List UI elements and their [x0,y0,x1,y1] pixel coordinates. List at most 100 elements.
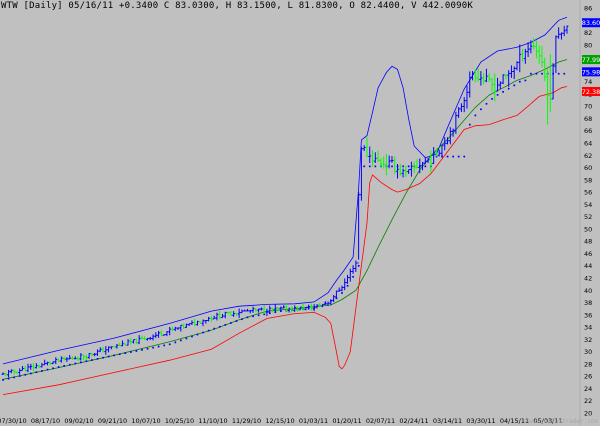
stop-dot [52,367,54,370]
ohlc-bar [257,308,261,313]
ohlc-bar [7,369,10,378]
ohlc-bar [196,320,199,326]
ohlc-bar [112,346,116,348]
ohlc-bar [440,144,444,158]
stop-dot [407,165,410,168]
stop-dot [118,353,121,356]
x-tick-label: 02/07/11 [366,417,395,425]
ohlc-bar [232,311,236,317]
ohlc-bar [482,73,486,85]
y-tick-label: 34 [584,324,592,332]
ohlc-bar [407,169,411,174]
ohlc-bar [198,321,202,324]
stop-dot [535,72,538,75]
ohlc-bar [173,326,177,332]
stop-dot [424,165,427,168]
stop-dot [480,108,482,111]
stop-dot [135,350,138,352]
stop-dot [524,79,527,82]
x-tick-label: 10/07/10 [131,417,160,425]
ohlc-bar [348,268,352,282]
stop-dot [263,313,266,316]
ohlc-bar [535,40,538,59]
ohlc-bar [526,42,530,58]
upper-band-line [2,16,568,365]
stop-dot [357,264,360,267]
ohlc-bar [437,149,441,157]
ohlc-bar [332,294,336,303]
ohlc-bar [454,111,458,134]
stop-dot [446,155,449,158]
ohlc-bar [96,349,99,356]
stop-dot [363,165,366,168]
moving-average-line [2,59,568,380]
stop-dot [352,275,354,278]
stop-dot [341,292,343,294]
ohlc-bar [435,148,438,157]
ohlc-bar [321,303,324,308]
x-tick-label: 04/15/11 [500,417,529,425]
ohlc-bar [346,274,349,284]
stop-dot [468,123,471,126]
stop-dot [196,333,199,336]
ohlc-bar [290,306,294,313]
ohlc-bar [287,307,291,313]
ohlc-bar [246,308,249,312]
ohlc-bar [423,156,427,165]
y-tick-label: 54 [584,201,592,209]
y-tick-label: 44 [584,262,592,270]
stop-dot [130,351,132,353]
y-tick-label: 26 [584,373,592,381]
y-tick-label: 30 [584,348,592,356]
price-tag-box [582,86,600,96]
y-tick-label: 70 [584,103,592,111]
price-tag-label: 77.99 [582,56,600,64]
ohlc-layer [1,25,569,378]
stop-dot [402,165,404,168]
ohlc-bar [493,73,497,102]
x-tick-label: 11/29/10 [232,417,261,425]
stop-dot [7,377,10,380]
stop-dot [518,80,521,83]
ohlc-bar [46,361,49,366]
ohlc-bar [134,338,138,344]
y-tick-label: 80 [584,41,592,49]
ohlc-bar [126,339,130,346]
stop-dot [180,339,182,342]
price-tag-label: 75.98 [582,68,600,76]
x-tick-label: 11/10/10 [198,417,227,425]
ohlc-bar [523,48,527,64]
ohlc-bar [243,309,247,312]
ohlc-bar [182,323,185,329]
stop-dot [163,344,166,347]
ohlc-bar [93,352,97,357]
price-tag-label: 72.38 [582,88,600,96]
stop-dot [257,314,260,317]
stop-dot [18,375,21,377]
y-tick-label: 24 [584,385,592,393]
ohlc-bar [268,305,272,314]
ohlc-bar [151,334,155,341]
ohlc-bar [51,361,55,365]
ohlc-bar [337,287,341,292]
ohlc-bar [293,305,297,312]
ohlc-bar [507,70,511,87]
ohlc-bar [540,45,544,68]
ohlc-bar [376,150,380,163]
ohlc-bar [284,303,288,312]
stop-dot [157,345,160,348]
ohlc-bar [18,368,22,375]
ohlc-bar [390,156,394,163]
ohlc-bar [23,365,27,372]
y-tick-label: 68 [584,115,592,123]
ohlc-bar [204,319,208,324]
y-tick-label: 46 [584,250,592,258]
price-tag-box [582,55,600,65]
stop-dot [235,320,238,322]
ohlc-bar [476,68,480,82]
stop-dot [346,284,349,287]
ohlc-bar [68,354,72,360]
stop-dot [24,373,27,376]
ohlc-bar [365,137,369,158]
